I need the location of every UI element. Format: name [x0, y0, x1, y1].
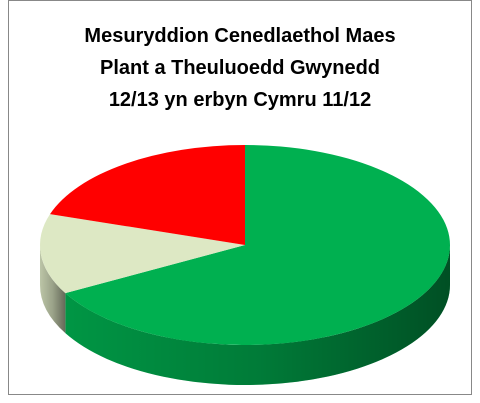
- slice: [65, 145, 451, 345]
- slice: [50, 145, 245, 245]
- slice-side-shade: [40, 245, 66, 334]
- chart-title: Mesuryddion Cenedlaethol Maes: [84, 25, 395, 47]
- chart-title: Plant a Theuluoedd Gwynedd: [100, 57, 380, 79]
- chart-title: 12/13 yn erbyn Cymru 11/12: [109, 89, 371, 111]
- slice-side-shade: [65, 245, 451, 385]
- slice: [40, 214, 246, 294]
